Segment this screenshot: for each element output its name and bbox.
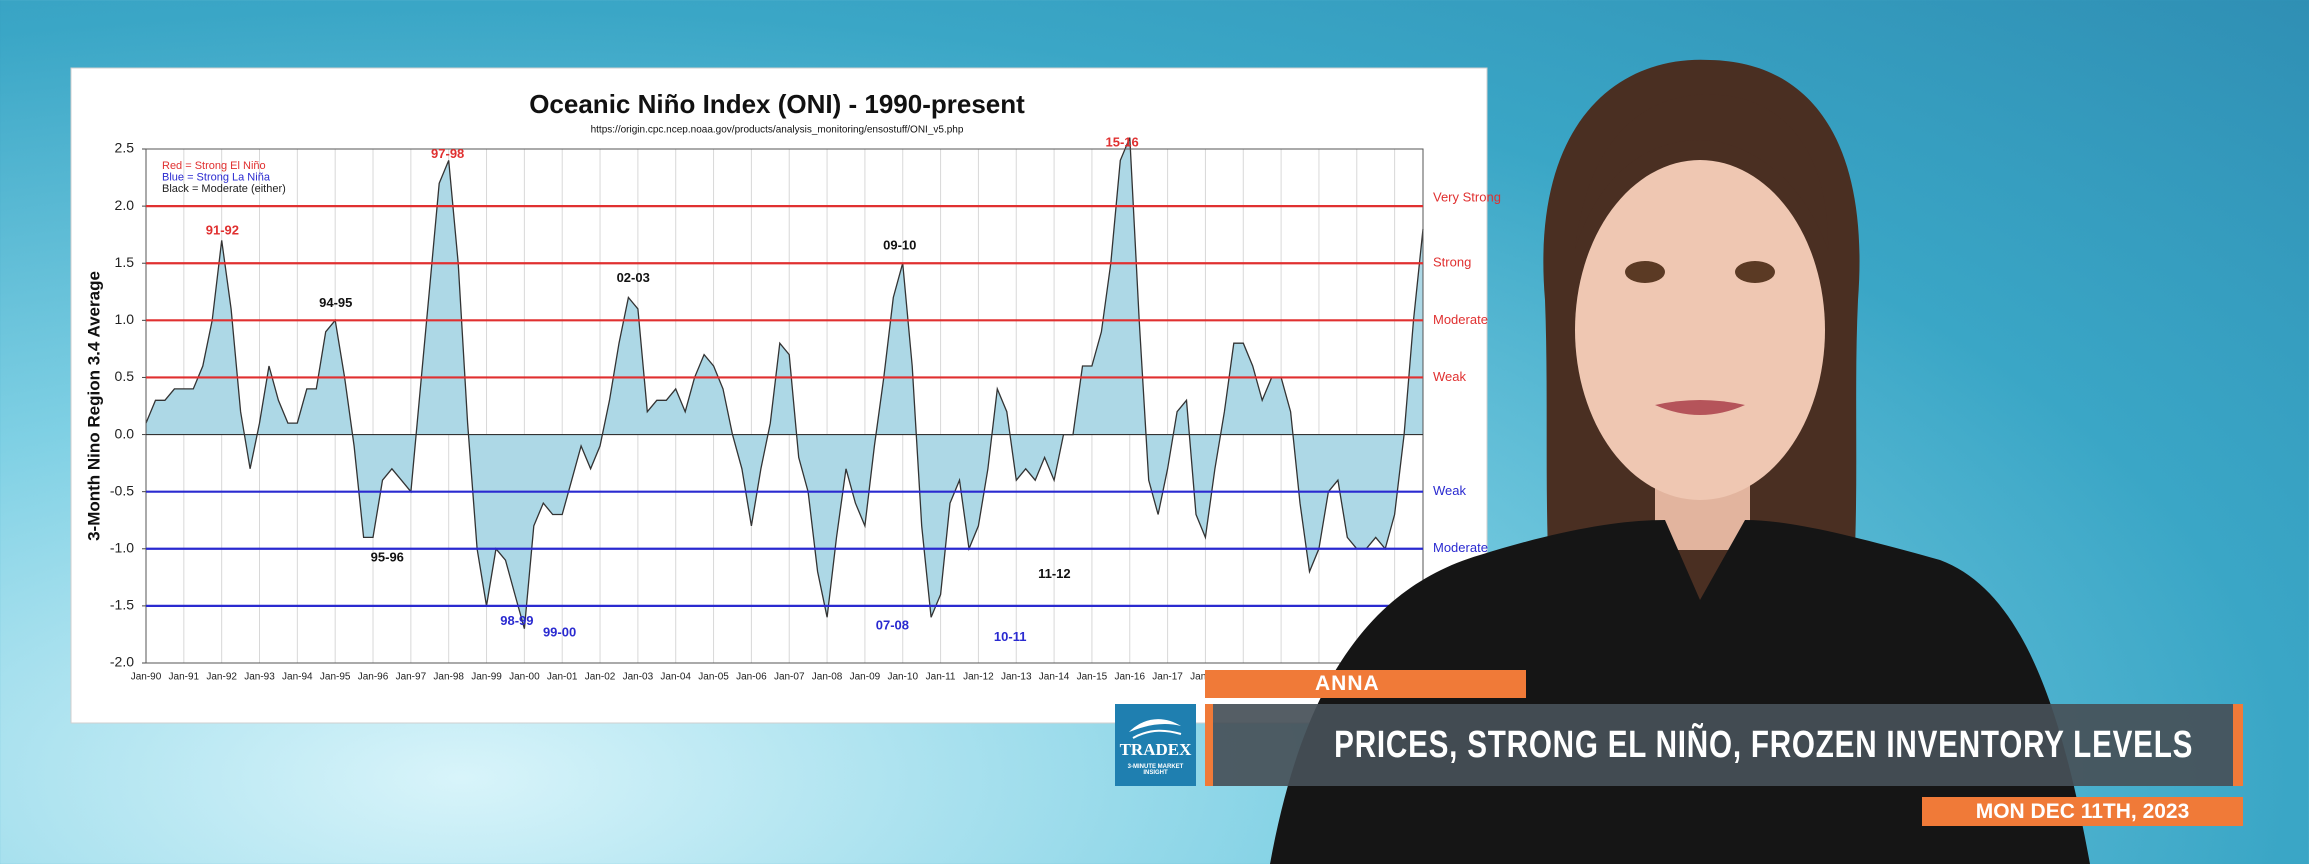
event-label: 99-00	[543, 625, 576, 640]
area	[146, 137, 1423, 629]
x-tick-label: Jan-91	[169, 672, 200, 683]
hair-front	[1575, 94, 1829, 250]
event-label: 11-12	[1038, 566, 1071, 581]
logo-text: TRADEX	[1119, 740, 1192, 759]
event-label: 97-98	[431, 146, 464, 161]
x-tick-label: Jan-10	[887, 672, 918, 683]
x-tick-label: Jan-15	[1077, 672, 1108, 683]
x-tick-label: Jan-02	[585, 672, 616, 683]
logo-wave	[1129, 719, 1182, 739]
x-tick-label: Jan-17	[1152, 672, 1183, 683]
y-tick-label: -1.5	[110, 597, 134, 613]
event-label: 02-03	[617, 270, 650, 285]
event-label: 15-16	[1105, 134, 1138, 149]
x-tick-label: Jan-96	[358, 672, 389, 683]
y-axis-label: 3-Month Nino Region 3.4 Average	[84, 271, 103, 541]
y-tick-label: 1.5	[115, 254, 135, 270]
legend-note: Black = Moderate (either)	[162, 183, 286, 195]
x-tick-label: Jan-09	[850, 672, 881, 683]
x-tick-label: Jan-04	[660, 672, 691, 683]
event-label: 91-92	[206, 223, 239, 238]
plot-frame	[145, 148, 1424, 664]
y-tick-label: -0.5	[110, 482, 134, 498]
x-tick-label: Jan-16	[1114, 672, 1145, 683]
event-label: 07-08	[876, 617, 909, 632]
legend-note: Red = Strong El Niño	[162, 160, 266, 172]
x-tick-label: Jan-00	[509, 672, 540, 683]
y-tick-label: 1.0	[115, 311, 135, 327]
x-tick-label: Jan-95	[320, 672, 351, 683]
x-tick-label: Jan-03	[623, 672, 654, 683]
chart: Oceanic Niño Index (ONI) - 1990-present …	[84, 89, 1500, 683]
x-tick-label: Jan-05	[698, 672, 729, 683]
threshold-label: Moderate	[1433, 540, 1488, 555]
x-tick-label: Jan-14	[1039, 672, 1070, 683]
x-tick-label: Jan-94	[282, 672, 313, 683]
headline: PRICES, STRONG EL NIÑO, FROZEN INVENTORY…	[1334, 724, 2194, 766]
x-tick-label: Jan-12	[963, 672, 994, 683]
y-tick-label: 2.5	[115, 140, 135, 156]
event-label: 98-99	[500, 613, 533, 628]
logo-tagline: 3-MINUTE MARKET INSIGHT	[1127, 764, 1184, 776]
threshold-label: Strong	[1433, 255, 1471, 270]
x-tick-label: Jan-11	[926, 672, 956, 683]
face	[1575, 160, 1825, 500]
event-label: 10-11	[994, 629, 1027, 644]
y-tick-label: -2.0	[110, 654, 134, 670]
x-tick-label: Jan-93	[244, 672, 275, 683]
logo: TRADEX 3-MINUTE MARKET INSIGHT	[1115, 704, 1196, 786]
x-tick-label: Jan-97	[396, 672, 427, 683]
eye	[1735, 261, 1775, 283]
threshold-label: Weak	[1433, 369, 1466, 384]
mouth	[1655, 400, 1745, 415]
event-label: 94-95	[319, 295, 352, 310]
event-label: 95-96	[371, 550, 404, 565]
chart-title: Oceanic Niño Index (ONI) - 1990-present	[529, 89, 1025, 119]
presenter-name: ANNA	[1205, 670, 1526, 698]
eye	[1625, 261, 1665, 283]
threshold-label: Weak	[1433, 483, 1466, 498]
event-label: 09-10	[883, 237, 916, 252]
x-tick-label: Jan-01	[547, 672, 578, 683]
chart-subtitle: https://origin.cpc.ncep.noaa.gov/product…	[591, 125, 964, 136]
x-tick-label: Jan-08	[812, 672, 843, 683]
x-tick-label: Jan-90	[131, 672, 162, 683]
date: MON DEC 11TH, 2023	[1922, 797, 2243, 826]
headline-bar: PRICES, STRONG EL NIÑO, FROZEN INVENTORY…	[1205, 704, 2243, 786]
x-tick-label: Jan-06	[736, 672, 767, 683]
x-tick-label: Jan-07	[774, 672, 805, 683]
x-tick-label: Jan-92	[206, 672, 237, 683]
y-tick-label: -1.0	[110, 539, 134, 555]
x-tick-label: Jan-13	[1001, 672, 1032, 683]
y-tick-label: 0.5	[115, 368, 135, 384]
x-tick-label: Jan-99	[471, 672, 502, 683]
y-tick-label: 0.0	[115, 425, 135, 441]
legend-note: Blue = Strong La Niña	[162, 171, 271, 183]
threshold-label: Moderate	[1433, 312, 1488, 327]
y-tick-label: 2.0	[115, 197, 135, 213]
x-tick-label: Jan-98	[433, 672, 464, 683]
threshold-label: Very Strong	[1433, 190, 1501, 205]
